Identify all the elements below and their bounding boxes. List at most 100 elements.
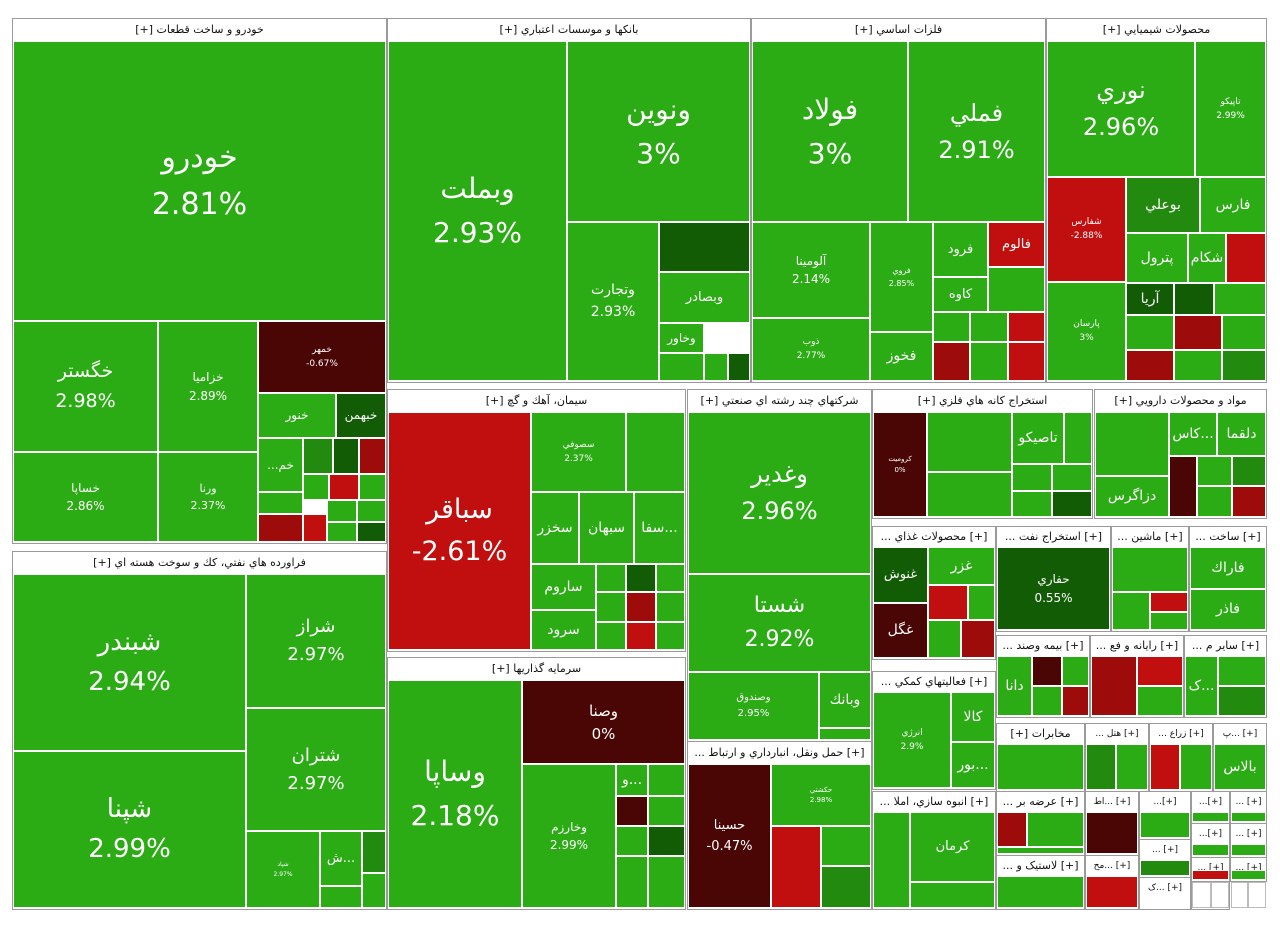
- stock-tile-small[interactable]: [819, 728, 871, 740]
- stock-tile[interactable]: وخاور: [659, 323, 704, 353]
- stock-tile[interactable]: شکام: [1188, 233, 1226, 283]
- stock-tile[interactable]: نوري 2.96%: [1047, 41, 1195, 177]
- stock-tile-small[interactable]: [1137, 686, 1183, 716]
- sector-header-k[interactable]: [+] ...ک: [1140, 878, 1190, 898]
- stock-tile-small[interactable]: [1116, 744, 1148, 790]
- sector-header-build[interactable]: [+] ساخت ...: [1190, 527, 1266, 547]
- stock-tile[interactable]: فرود: [933, 222, 988, 277]
- stock-tile-small[interactable]: [1086, 812, 1138, 854]
- stock-tile-small[interactable]: [873, 812, 910, 908]
- stock-tile-small[interactable]: [1150, 744, 1180, 790]
- stock-tile[interactable]: خنور: [258, 393, 336, 438]
- stock-tile[interactable]: سبهان: [579, 492, 634, 564]
- stock-tile[interactable]: شپاد 2.97%: [246, 831, 320, 908]
- sector-header-moh[interactable]: [+] ...مح: [1086, 856, 1138, 876]
- stock-tile-small[interactable]: [1012, 491, 1052, 517]
- stock-tile-small[interactable]: [970, 312, 1008, 342]
- sector-header-food[interactable]: [+] محصولات غذاي ...: [873, 527, 995, 547]
- sector-header-s6[interactable]: [+] ...: [1231, 824, 1266, 844]
- stock-tile-small[interactable]: [648, 764, 685, 796]
- stock-tile[interactable]: ونوين 3%: [567, 41, 750, 222]
- stock-tile-small[interactable]: [1226, 233, 1266, 283]
- stock-tile-small[interactable]: [359, 438, 386, 474]
- stock-tile[interactable]: خودرو 2.81%: [13, 41, 386, 321]
- stock-tile-small[interactable]: [1112, 547, 1188, 592]
- stock-tile-small[interactable]: [333, 438, 359, 474]
- stock-tile-small[interactable]: [626, 412, 685, 492]
- stock-tile-small[interactable]: [1027, 812, 1084, 847]
- stock-tile[interactable]: فاراك: [1190, 547, 1266, 589]
- stock-tile-small[interactable]: [1222, 315, 1266, 350]
- stock-tile-small[interactable]: [1052, 491, 1092, 517]
- stock-tile-small[interactable]: [1032, 686, 1062, 716]
- stock-tile[interactable]: خزاميا 2.89%: [158, 321, 258, 452]
- stock-tile[interactable]: شبندر 2.94%: [13, 574, 246, 751]
- stock-tile-small[interactable]: [626, 622, 656, 650]
- stock-tile[interactable]: کالا: [951, 692, 995, 742]
- stock-tile-small[interactable]: [616, 796, 648, 826]
- sector-header-telecom[interactable]: مخابرات [+]: [997, 724, 1084, 744]
- sector-header-metal[interactable]: فلزات اساسي [+]: [752, 19, 1045, 41]
- stock-tile-small[interactable]: [1150, 592, 1188, 612]
- stock-tile-small[interactable]: [1086, 744, 1116, 790]
- stock-tile[interactable]: ...كاس: [1169, 412, 1217, 456]
- stock-tile-small[interactable]: [928, 620, 961, 658]
- stock-tile[interactable]: شتران 2.97%: [246, 708, 386, 831]
- stock-tile-small[interactable]: [303, 438, 333, 474]
- stock-tile-small[interactable]: [1091, 656, 1137, 716]
- stock-tile-small[interactable]: [1008, 312, 1045, 342]
- stock-tile[interactable]: ساروم: [531, 564, 596, 610]
- stock-tile-small[interactable]: [927, 472, 1012, 517]
- stock-tile-small[interactable]: [927, 412, 1012, 472]
- stock-tile[interactable]: ...ش: [320, 831, 362, 886]
- stock-tile-small[interactable]: [616, 856, 648, 908]
- stock-tile[interactable]: حفاري 0.55%: [997, 547, 1110, 630]
- stock-tile-small[interactable]: [303, 514, 327, 542]
- stock-tile[interactable]: فاذر: [1190, 589, 1266, 630]
- stock-tile-small[interactable]: [997, 744, 1084, 790]
- stock-tile[interactable]: وبملت 2.93%: [388, 41, 567, 381]
- stock-tile[interactable]: خبهمن: [336, 393, 386, 438]
- stock-tile-small[interactable]: [320, 886, 362, 908]
- stock-tile-small[interactable]: [1112, 592, 1150, 630]
- stock-tile-small[interactable]: [1140, 812, 1190, 838]
- stock-tile-small[interactable]: [997, 847, 1084, 854]
- sector-header-oil[interactable]: فراورده هاي نفتي، كك و سوخت هسته اي [+]: [13, 552, 386, 574]
- stock-tile-small[interactable]: [596, 564, 626, 592]
- stock-tile[interactable]: انرژي 2.9%: [873, 692, 951, 788]
- stock-tile-small[interactable]: [648, 796, 685, 826]
- stock-tile[interactable]: ورنا 2.37%: [158, 452, 258, 542]
- stock-tile[interactable]: آلومينا 2.14%: [752, 222, 870, 318]
- stock-tile-small[interactable]: [1214, 283, 1266, 315]
- stock-tile[interactable]: شفارس -2.88%: [1047, 177, 1126, 282]
- stock-tile[interactable]: تاپيکو 2.99%: [1195, 41, 1266, 177]
- sector-header-transport[interactable]: [+] حمل ونقل، انبارداري و ارتباط ...: [688, 742, 871, 764]
- stock-tile[interactable]: ...ک: [1185, 656, 1218, 716]
- stock-tile[interactable]: دلقما: [1217, 412, 1266, 456]
- stock-tile[interactable]: حسينا -0.47%: [688, 764, 771, 908]
- stock-tile-small[interactable]: [1232, 456, 1266, 486]
- sector-header-s2[interactable]: [+]...: [1192, 792, 1229, 812]
- sector-header-s3[interactable]: [+] ...: [1231, 792, 1266, 812]
- stock-tile[interactable]: ...و: [616, 764, 648, 796]
- stock-tile[interactable]: ...سفا: [634, 492, 685, 564]
- stock-tile-small[interactable]: [1140, 860, 1190, 876]
- stock-tile[interactable]: وصندوق 2.95%: [688, 672, 819, 740]
- stock-tile[interactable]: غگل: [873, 603, 928, 658]
- stock-tile[interactable]: غنوش: [873, 547, 928, 603]
- stock-tile-small[interactable]: [933, 342, 970, 381]
- stock-tile[interactable]: وبانك: [819, 672, 871, 728]
- stock-tile-small[interactable]: [1174, 350, 1222, 381]
- stock-tile-small[interactable]: [1231, 844, 1266, 856]
- sector-header-hotel[interactable]: [+] هتل ...: [1086, 724, 1148, 744]
- sector-header-auto[interactable]: خودرو و ساخت قطعات [+]: [13, 19, 386, 41]
- stock-tile-small[interactable]: [933, 312, 970, 342]
- stock-tile-small[interactable]: [1232, 486, 1266, 517]
- sector-header-mine[interactable]: استخراج کانه هاي فلزي [+]: [873, 390, 1092, 412]
- stock-tile-small[interactable]: [659, 222, 750, 272]
- stock-tile-small[interactable]: [1192, 812, 1229, 822]
- sector-header-pharma[interactable]: مواد و محصولات دارويي [+]: [1095, 390, 1266, 412]
- stock-tile[interactable]: خساپا 2.86%: [13, 452, 158, 542]
- stock-tile-small[interactable]: [1032, 656, 1062, 686]
- stock-tile-small[interactable]: [1218, 656, 1266, 686]
